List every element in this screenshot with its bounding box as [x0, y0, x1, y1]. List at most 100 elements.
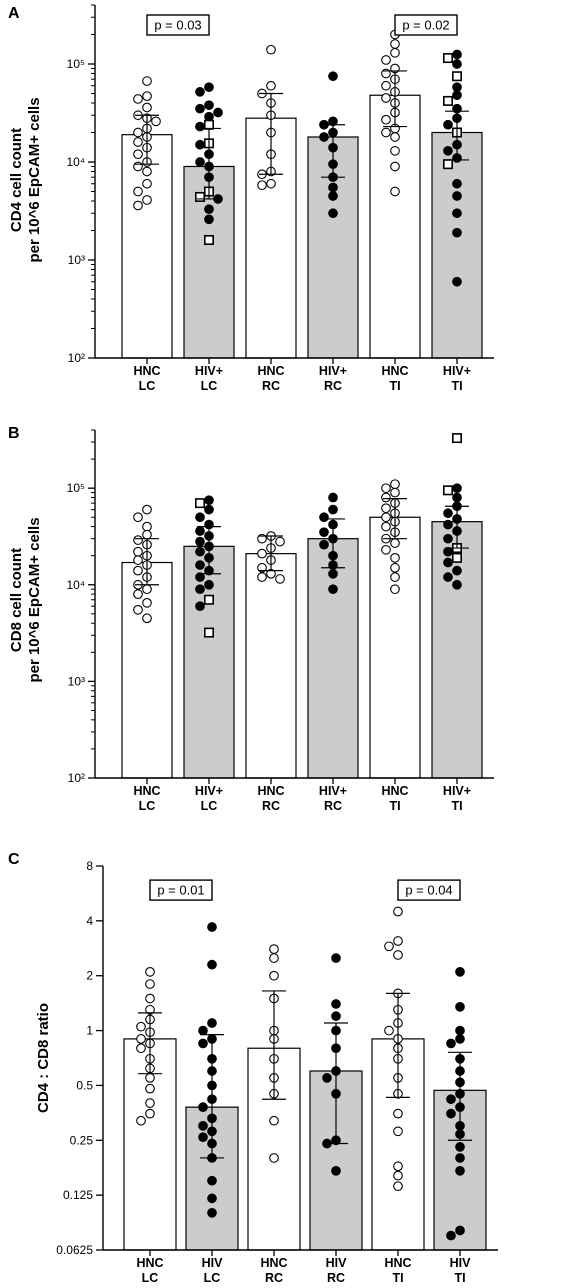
data-point — [455, 1225, 465, 1236]
data-point — [455, 1001, 465, 1012]
data-point — [381, 544, 391, 555]
y-tick-label: 0.0625 — [56, 1243, 93, 1257]
data-point — [133, 512, 143, 523]
data-point — [204, 111, 214, 122]
data-point — [319, 527, 329, 538]
data-point-square — [195, 498, 206, 509]
data-point — [452, 565, 462, 576]
data-point — [145, 1108, 155, 1119]
data-point — [142, 529, 152, 540]
y-tick-label: 2 — [86, 969, 93, 983]
y-axis-title-line: per 10^6 EpCAM+ cells — [26, 517, 43, 682]
x-category-label: RC — [324, 379, 342, 393]
data-point — [381, 55, 391, 65]
data-point — [133, 94, 143, 104]
data-point — [381, 512, 391, 523]
bar — [245, 553, 297, 779]
data-point — [384, 1025, 394, 1036]
p-value-box — [146, 14, 210, 36]
x-category-label: TI — [389, 379, 400, 393]
data-point — [136, 1034, 146, 1044]
x-category-label: HNC — [257, 364, 284, 378]
data-point — [446, 1094, 456, 1105]
bar — [121, 561, 173, 779]
x-category-label: RC — [262, 379, 280, 393]
data-point — [328, 191, 338, 201]
data-point — [390, 538, 400, 548]
data-point — [390, 487, 400, 498]
data-point-square — [451, 71, 462, 82]
data-point — [390, 39, 400, 49]
x-category-label: TI — [392, 1271, 403, 1285]
data-point — [381, 492, 391, 503]
data-point — [136, 1021, 146, 1032]
x-category-label: HIV — [326, 1256, 348, 1270]
data-point — [145, 1098, 155, 1108]
data-point — [393, 1181, 403, 1192]
x-category-label: HIV+ — [443, 364, 471, 378]
x-category-label: LC — [204, 1271, 221, 1285]
data-point — [266, 44, 276, 55]
y-tick-label: 10⁵ — [67, 481, 85, 495]
data-point — [443, 519, 453, 530]
x-category-label: HNC — [136, 1256, 163, 1270]
y-tick-label: 10⁴ — [66, 578, 85, 592]
y-tick-label: 10³ — [68, 253, 85, 267]
data-point — [207, 1207, 217, 1218]
data-point — [142, 598, 152, 608]
data-point — [452, 49, 462, 60]
data-point — [133, 161, 143, 172]
x-category-label: LC — [142, 1271, 159, 1285]
bar — [307, 538, 359, 779]
data-point — [133, 149, 143, 160]
data-point — [393, 1108, 403, 1119]
data-point — [136, 1115, 146, 1126]
data-point-square — [204, 594, 215, 605]
data-point — [390, 161, 400, 172]
data-point — [151, 116, 161, 127]
data-point — [198, 1038, 208, 1049]
data-point — [331, 953, 341, 963]
data-point — [328, 71, 338, 82]
data-point — [443, 546, 453, 557]
data-point — [195, 121, 205, 132]
data-point — [142, 102, 152, 113]
x-category-label: RC — [262, 799, 280, 813]
x-category-label: HIV+ — [195, 364, 223, 378]
y-tick-label: 10² — [68, 351, 85, 365]
data-point — [443, 119, 453, 130]
data-point — [269, 1115, 279, 1126]
data-point — [390, 186, 400, 197]
data-point — [381, 503, 391, 514]
data-point — [257, 562, 267, 573]
data-point — [390, 584, 400, 595]
p-value-box — [394, 14, 458, 36]
data-point — [195, 546, 205, 557]
data-point — [322, 1073, 332, 1083]
data-point — [145, 979, 155, 989]
data-point — [257, 548, 267, 559]
p-value-label: p = 0.04 — [405, 883, 452, 898]
data-point — [393, 950, 403, 960]
data-point — [331, 1011, 341, 1021]
x-category-label: HIV — [450, 1256, 472, 1270]
data-point — [133, 565, 143, 576]
data-point — [142, 584, 152, 595]
data-point — [328, 504, 338, 515]
x-category-label: HIV+ — [443, 784, 471, 798]
data-point — [142, 178, 152, 189]
x-category-label: HNC — [133, 364, 160, 378]
y-tick-label: 10³ — [68, 674, 85, 688]
data-point — [195, 601, 205, 612]
panel-b: B CD8 cell count per 10^6 EpCAM+ cells 10² 1… — [8, 425, 494, 813]
data-point — [142, 504, 152, 515]
data-point — [452, 276, 462, 287]
data-point-square — [451, 552, 462, 563]
data-point — [455, 967, 465, 977]
data-point — [142, 91, 152, 101]
data-point — [198, 1121, 208, 1131]
data-point — [145, 993, 155, 1004]
data-point — [328, 568, 338, 579]
data-point — [142, 166, 152, 177]
x-category-label: HNC — [260, 1256, 287, 1270]
